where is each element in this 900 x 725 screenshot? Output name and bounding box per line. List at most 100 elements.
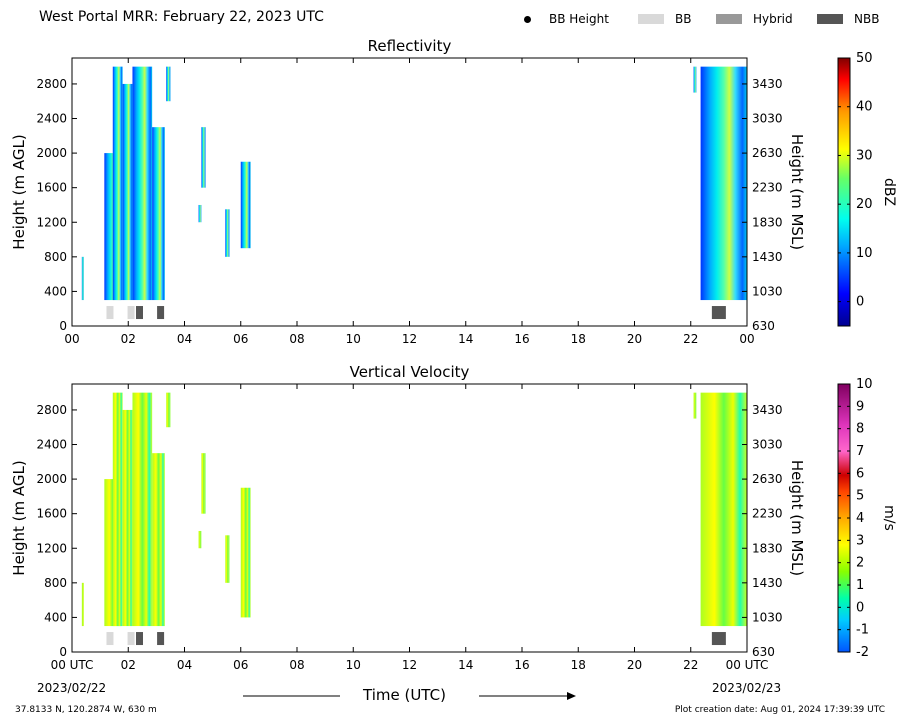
echo-segment [132,66,153,301]
y-tick-label: 1200 [36,541,67,555]
y-tick-label: 2000 [36,472,67,486]
echo-segment [166,392,171,428]
colorbar-tick-label: 20 [856,197,873,212]
x-tick-label: 14 [458,332,473,346]
y-tick-label: 2800 [36,77,67,91]
colorbar [837,57,851,327]
x-tick-label: 14 [458,658,473,672]
colorbar-tick-label: 50 [856,51,873,66]
x-tick-label: 06 [233,332,248,346]
echo-segment [201,453,206,514]
colorbar-tick-label: 30 [856,148,873,163]
x-tick-label: 10 [346,332,361,346]
page-title: West Portal MRR: February 22, 2023 UTC [39,9,324,25]
creation-date: Plot creation date: Aug 01, 2024 17:39:3… [674,705,885,715]
colorbar-tick-label: -1 [856,623,869,638]
echo-segment [166,66,171,102]
colorbar-label: dBZ [881,178,897,206]
colorbar-tick-label: 0 [856,600,864,615]
y-axis-label-right: Height (m MSL) [788,460,806,576]
y-tick-label: 2800 [36,403,67,417]
x-tick-label: 08 [289,658,304,672]
x-tick-label: 06 [233,658,248,672]
echo-segment [225,209,230,257]
x-tick-label: 04 [177,658,192,672]
legend-item-bb: BB [638,12,691,26]
bright-band-marker [136,306,143,320]
colorbar-tick-label: -2 [856,645,869,660]
y-tick-label: 800 [44,250,67,264]
arrow-right-icon [567,692,576,700]
x-tick-label: 20 [627,658,642,672]
y-tick-label: 1600 [36,181,67,195]
echo-segment [132,392,153,627]
echo-segment [225,535,230,583]
colorbar-tick-label: 10 [856,246,873,261]
echo-segment [152,453,165,627]
colorbar-tick-label: 1 [856,578,864,593]
echo-segment [198,530,202,549]
x-tick-label: 16 [514,658,529,672]
colorbar-tick-label: 0 [856,295,864,310]
bb-swatch-icon [638,14,664,24]
x-tick-label: 10 [346,658,361,672]
echo-segment [122,83,133,301]
end-date: 2023/02/23 [712,681,782,695]
y-tick-label-right: 3430 [752,403,783,417]
echo-segment [81,582,84,627]
colorbar-tick-label: 4 [856,511,864,526]
nbb-swatch-icon [817,14,843,24]
x-tick-label: 22 [683,658,698,672]
y-tick-label-right: 1830 [752,541,783,555]
echo-segment [112,392,123,627]
y-tick-label-right: 1430 [752,250,783,264]
echo-segment [700,392,747,627]
time-axis-label: Time (UTC) [363,686,446,704]
y-tick-label: 800 [44,576,67,590]
x-tick-label: 00 UTC [51,658,94,672]
x-tick-label: 00 UTC [726,658,769,672]
y-tick-label-right: 2230 [752,181,783,195]
colorbar-tick-label: 3 [856,533,864,548]
colorbar-tick-label: 5 [856,489,864,504]
y-tick-label-right: 1030 [752,610,783,624]
bright-band-marker [711,306,726,320]
colorbar-tick-label: 40 [856,100,873,115]
y-tick-label: 400 [44,284,67,298]
legend-item-hybrid: Hybrid [716,12,793,26]
legend-label: NBB [854,12,880,26]
chart-title: Reflectivity [368,37,452,55]
x-tick-label: 00 [739,332,754,346]
x-tick-label: 22 [683,332,698,346]
y-tick-label: 0 [59,645,67,659]
y-tick-label: 2000 [36,146,67,160]
echo-segment [240,487,251,618]
x-tick-label: 02 [121,658,136,672]
bright-band-marker [711,632,726,646]
bright-band-marker [127,306,135,320]
echo-segment [152,127,165,301]
y-tick-label: 2400 [36,438,67,452]
y-tick-label-right: 3430 [752,77,783,91]
echo-segment [693,392,697,419]
y-axis-label: Height (m AGL) [10,460,28,575]
x-tick-label: 18 [571,332,586,346]
legend-label: Hybrid [753,12,793,26]
echo-segment [693,66,697,93]
colorbar-label: m/s [881,505,897,531]
bright-band-marker [106,306,114,320]
echo-segment [700,66,747,301]
y-tick-label: 1200 [36,215,67,229]
x-tick-label: 00 [64,332,79,346]
x-tick-label: 08 [289,332,304,346]
y-tick-label: 0 [59,319,67,333]
plot-frame [71,57,748,327]
y-tick-label-right: 630 [752,645,775,659]
x-tick-label: 04 [177,332,192,346]
y-axis-label-right: Height (m MSL) [788,134,806,250]
echo-segment [112,66,123,301]
legend-label: BB Height [549,12,609,26]
x-tick-label: 20 [627,332,642,346]
